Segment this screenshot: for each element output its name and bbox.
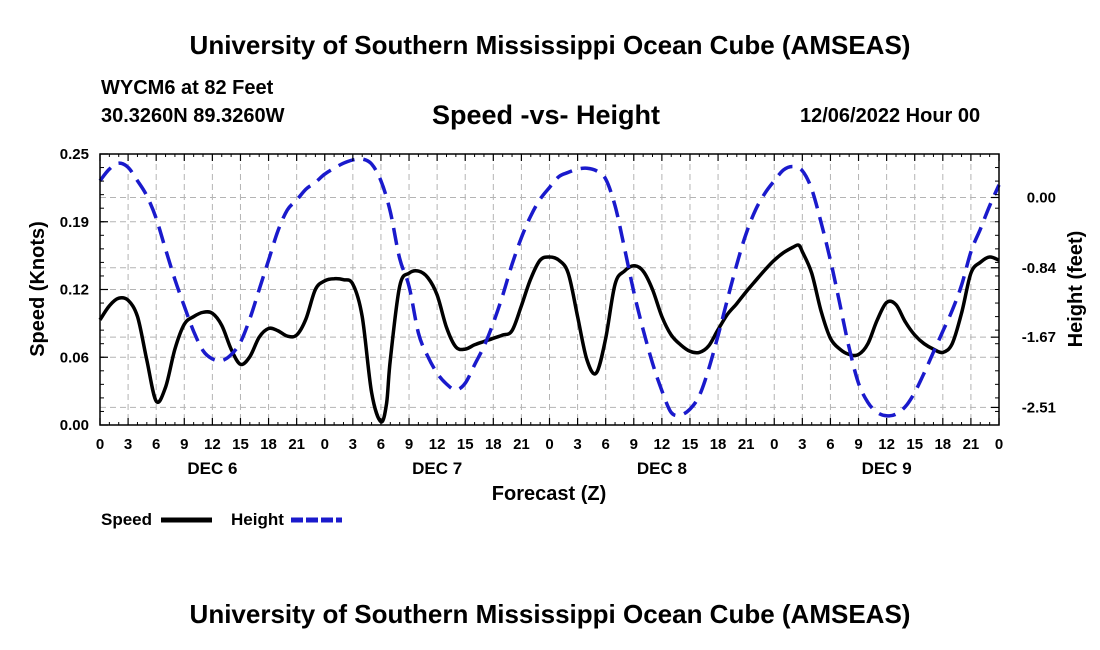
x-tick-label: 6 xyxy=(826,436,834,453)
x-tick-label: 3 xyxy=(573,436,581,453)
x-tick-label: 3 xyxy=(124,436,132,453)
x-tick-label: 12 xyxy=(429,436,446,453)
main-title: University of Southern Mississippi Ocean… xyxy=(189,30,911,60)
forecast-datetime: 12/06/2022 Hour 00 xyxy=(800,105,981,127)
x-tick-label: 0 xyxy=(995,436,1003,453)
x-tick-label: 18 xyxy=(710,436,727,453)
day-label: DEC 8 xyxy=(637,459,687,478)
legend-label-speed: Speed xyxy=(101,510,152,529)
footer-title: University of Southern Mississippi Ocean… xyxy=(189,599,911,629)
x-tick-label: 18 xyxy=(260,436,277,453)
x-tick-label: 0 xyxy=(321,436,329,453)
chart-title: Speed -vs- Height xyxy=(432,100,661,130)
height-series-line xyxy=(98,156,1001,418)
gridlines xyxy=(99,154,1000,425)
y-right-tick-label: 0.00 xyxy=(1027,189,1056,206)
y-left-tick-label: 0.00 xyxy=(60,417,89,434)
y-right-tick-label: -2.51 xyxy=(1022,399,1056,416)
x-tick-label: 21 xyxy=(738,436,755,453)
y-left-tick-label: 0.25 xyxy=(60,146,89,163)
x-tick-label: 9 xyxy=(630,436,638,453)
series-lines xyxy=(98,156,1001,424)
y-axis-left-label: Speed (Knots) xyxy=(27,221,49,357)
x-tick-label: 21 xyxy=(963,436,980,453)
x-tick-label: 9 xyxy=(180,436,188,453)
x-tick-label: 12 xyxy=(878,436,895,453)
x-tick-label: 6 xyxy=(377,436,385,453)
x-tick-label: 21 xyxy=(513,436,530,453)
legend: Speed Height xyxy=(101,510,342,529)
x-tick-label: 3 xyxy=(798,436,806,453)
axes: 0 3 6 9 12 15 18 21 0 3 6 9 12 15 18 21 0 3 6 9 12 15 18 21 0 3 6 9… xyxy=(60,146,1057,478)
x-tick-label: 0 xyxy=(96,436,104,453)
y-right-tick-label: -1.67 xyxy=(1022,329,1056,346)
x-tick-label: 21 xyxy=(288,436,305,453)
x-tick-label: 15 xyxy=(232,436,249,453)
day-label: DEC 9 xyxy=(862,459,912,478)
y-left-tick-label: 0.06 xyxy=(60,349,89,366)
x-tick-label: 6 xyxy=(152,436,160,453)
y-left-tick-label: 0.19 xyxy=(60,214,89,231)
x-tick-label: 0 xyxy=(545,436,553,453)
y-left-tick-label: 0.12 xyxy=(60,282,89,299)
y-axis-right-label: Height (feet) xyxy=(1065,231,1087,348)
station-coordinates: 30.3260N 89.3260W xyxy=(101,105,285,127)
x-tick-label: 15 xyxy=(906,436,923,453)
x-tick-label: 0 xyxy=(770,436,778,453)
x-tick-label: 12 xyxy=(654,436,671,453)
day-label: DEC 6 xyxy=(187,459,237,478)
x-tick-label: 15 xyxy=(457,436,474,453)
x-tick-label: 9 xyxy=(854,436,862,453)
speed-series-line xyxy=(98,243,1000,424)
y-right-tick-label: -0.84 xyxy=(1022,260,1057,277)
x-tick-label: 9 xyxy=(405,436,413,453)
day-label: DEC 7 xyxy=(412,459,462,478)
x-tick-label: 15 xyxy=(682,436,699,453)
x-tick-label: 12 xyxy=(204,436,221,453)
x-axis-label: Forecast (Z) xyxy=(492,483,606,505)
x-tick-label: 18 xyxy=(934,436,951,453)
x-tick-label: 18 xyxy=(485,436,502,453)
x-tick-label: 3 xyxy=(349,436,357,453)
station-label: WYCM6 at 82 Feet xyxy=(101,77,274,99)
x-tick-label: 6 xyxy=(602,436,610,453)
legend-label-height: Height xyxy=(231,510,284,529)
